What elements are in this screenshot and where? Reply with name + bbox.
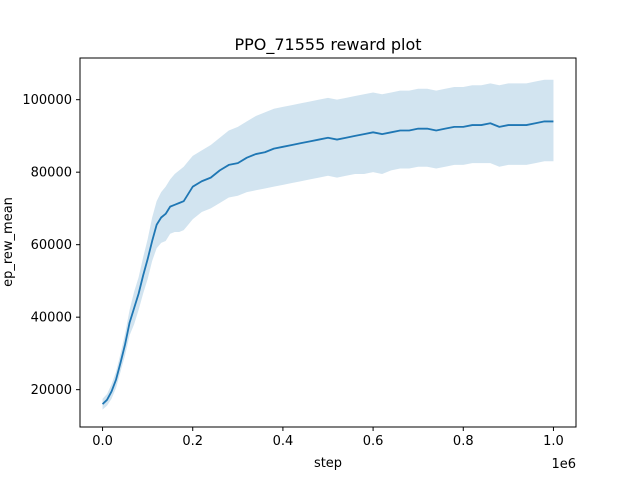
x-tick-label: 0.0 (92, 434, 113, 449)
y-tick-label: 100000 (22, 93, 72, 108)
chart-title: PPO_71555 reward plot (234, 35, 421, 55)
y-tick-label: 40000 (31, 311, 72, 326)
reward-mean-line (101, 120, 554, 405)
y-tick-label: 80000 (31, 166, 72, 181)
y-tick-label: 20000 (31, 383, 72, 398)
reward-confidence-band (102, 79, 554, 410)
x-axis-offset-label: 1e6 (551, 457, 576, 472)
x-tick-label: 0.4 (273, 434, 294, 449)
y-tick-label: 60000 (31, 238, 72, 253)
plot-area (101, 79, 554, 410)
x-axis-ticks: 0.0 0.2 0.4 0.6 0.8 1.0 (92, 427, 564, 449)
x-tick-label: 0.2 (182, 434, 203, 449)
axes-frame (79, 57, 577, 428)
x-tick-label: 1.0 (543, 434, 564, 449)
x-tick-label: 0.6 (363, 434, 384, 449)
x-tick-label: 0.8 (453, 434, 474, 449)
y-axis-label: ep_rew_mean (1, 197, 16, 287)
y-axis-ticks: 20000 40000 60000 80000 100000 (22, 93, 80, 398)
x-axis-label: step (314, 456, 342, 471)
